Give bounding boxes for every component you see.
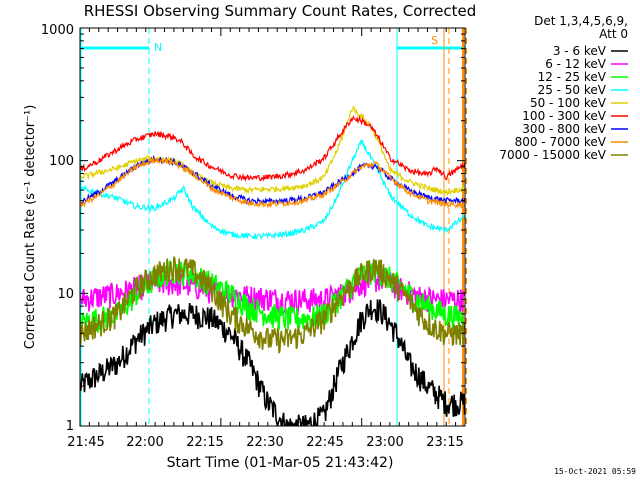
series-line-50to100keV	[80, 105, 465, 197]
legend-header-line1: Det 1,3,4,5,6,9,	[534, 14, 628, 28]
x-tick-labels: 21:45 22:00 22:15 22:30 22:45 23:00 23:1…	[67, 435, 463, 450]
y-tick-label: 100	[49, 154, 74, 169]
y-tick-labels: 1 10 100 1000	[41, 23, 74, 434]
x-axis-label: Start Time (01-Mar-05 21:43:42)	[167, 455, 394, 471]
y-tick-label: 10	[57, 287, 74, 302]
legend-label: 300 - 800 keV	[522, 122, 606, 136]
legend-header-line2: Att 0	[599, 27, 628, 41]
series-line-3to6keV	[80, 299, 465, 426]
series-line-7000to15000keV	[80, 256, 465, 354]
x-tick-label: 21:45	[67, 435, 104, 450]
x-tick-label: 22:45	[306, 435, 343, 450]
x-tick-label: 22:00	[126, 435, 163, 450]
x-tick-label: 22:30	[246, 435, 283, 450]
legend-label: 800 - 7000 keV	[515, 135, 607, 149]
y-tick-label: 1000	[41, 23, 74, 38]
series-line-25to50keV	[80, 139, 465, 241]
legend-label: 7000 - 15000 keV	[499, 148, 606, 162]
axis-ticks	[79, 27, 466, 427]
period-markers: N S	[80, 28, 467, 426]
x-tick-label: 23:00	[366, 435, 403, 450]
legend-label: 50 - 100 keV	[530, 96, 607, 110]
series-line-800to7000keV	[80, 157, 465, 209]
chart-title: RHESSI Observing Summary Count Rates, Co…	[84, 2, 477, 20]
y-axis-label: Corrected Count Rate (s⁻¹ detector⁻¹)	[23, 105, 38, 350]
series-line-100to300keV	[80, 114, 465, 183]
x-tick-label: 23:15	[426, 435, 463, 450]
legend-label: 25 - 50 keV	[538, 83, 607, 97]
legend-label: 3 - 6 keV	[553, 44, 607, 58]
footer-date: 15-Oct-2021 05:59	[554, 467, 636, 476]
legend-label: 100 - 300 keV	[522, 109, 606, 123]
y-tick-label: 1	[66, 419, 74, 434]
night-label: N	[154, 41, 162, 54]
legend-label: 6 - 12 keV	[545, 57, 607, 71]
legend-label: 12 - 25 keV	[538, 70, 607, 84]
series-layer	[80, 105, 465, 426]
plot-frame	[79, 27, 466, 427]
saa-label: S	[431, 34, 438, 47]
x-tick-label: 22:15	[186, 435, 223, 450]
